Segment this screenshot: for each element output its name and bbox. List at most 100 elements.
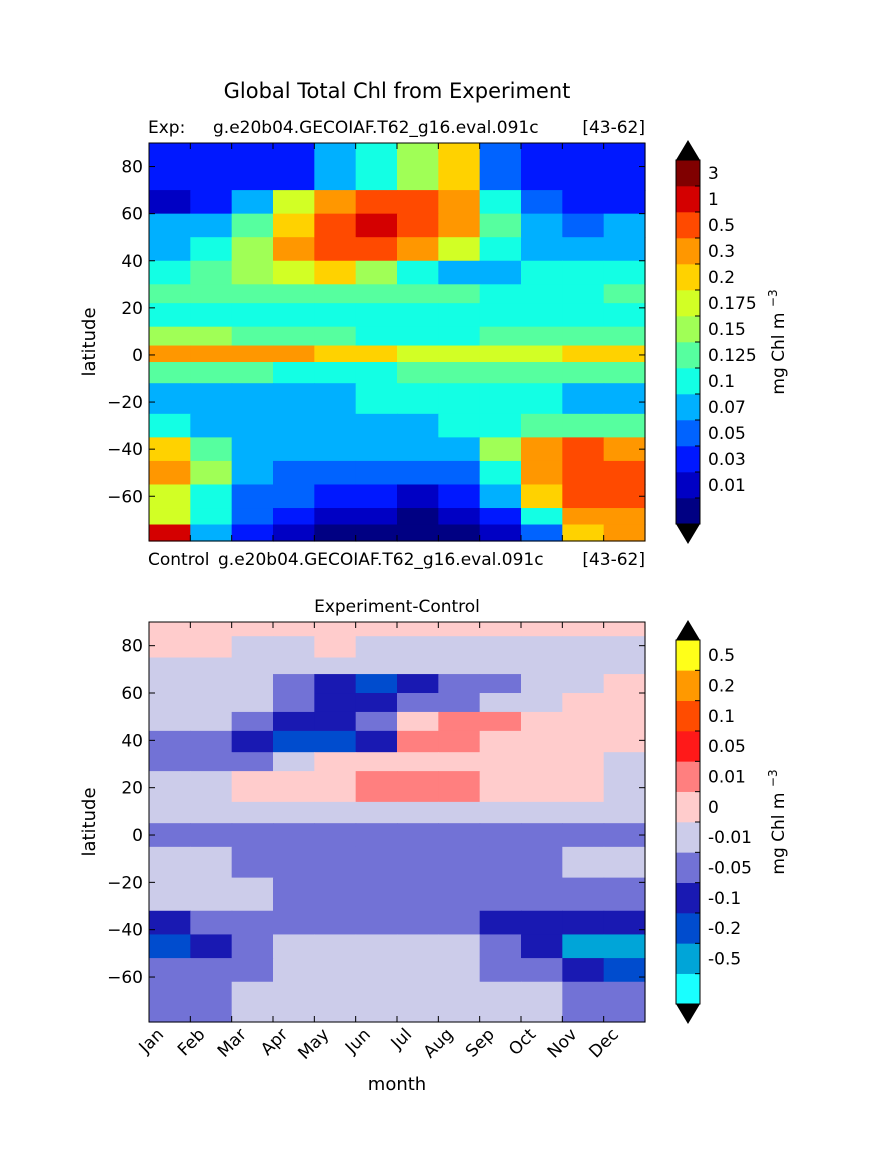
panel-1-cell-3-1 <box>190 237 233 262</box>
panel-2-cell-10-4 <box>314 823 357 848</box>
panel-2-cell-15-1 <box>190 958 233 983</box>
panel-2-cell-0-0 <box>149 622 191 637</box>
panel-2-cell-14-9 <box>521 934 563 959</box>
panel-2-cell-13-8 <box>479 910 522 936</box>
panel-1-cell-4-0 <box>149 260 191 285</box>
panel-1-colorbar-swatch <box>676 498 700 525</box>
panel-2-cell-4-0 <box>149 693 191 713</box>
panel-1-colorbar-label: 1 <box>708 190 719 210</box>
panel-2-xtick-label: Feb <box>174 1025 209 1060</box>
panel-1-cell-11-7 <box>438 413 481 438</box>
panel-2-colorbar-label: -0.5 <box>708 950 741 970</box>
panel-2-cell-6-3 <box>273 730 315 753</box>
panel-2-cell-9-4 <box>314 801 357 824</box>
panel-2-cell-3-2 <box>231 674 274 694</box>
panel-1-colorbar-swatch <box>676 238 700 265</box>
panel-1-cell-4-6 <box>397 260 439 285</box>
panel-1-cell-7-9 <box>521 326 563 347</box>
panel-1-cell-15-2 <box>231 508 274 526</box>
panel-2-cell-9-11 <box>603 801 646 824</box>
panel-1-cell-3-10 <box>562 237 605 262</box>
panel-2-cell-13-3 <box>273 910 315 936</box>
panel-2-cell-15-3 <box>273 958 315 983</box>
panel-2-cell-13-6 <box>397 910 439 936</box>
panel-1-cell-12-7 <box>438 437 481 462</box>
panel-1-cell-12-3 <box>273 437 315 462</box>
panel-1-ytick-label: 40 <box>121 252 143 272</box>
panel-2-cell-3-10 <box>562 674 605 694</box>
panel-2-cell-8-2 <box>231 771 274 803</box>
panel-1-cell-1-5 <box>355 190 398 215</box>
panel-2-cell-14-10 <box>562 934 605 959</box>
panel-1-cell-10-9 <box>521 383 563 415</box>
panel-1-colorbar-title: mg Chl m −3 <box>766 289 789 394</box>
panel-2-cell-1-2 <box>231 636 274 659</box>
panel-2-cell-1-1 <box>190 636 233 659</box>
panel-2-cell-11-8 <box>479 846 522 879</box>
panel-1-cell-6-0 <box>149 303 191 328</box>
panel-1-cell-8-11 <box>603 345 646 363</box>
panel-2-cell-8-1 <box>190 771 233 803</box>
panel-2-cell-2-4 <box>314 657 357 675</box>
panel-2-cell-4-6 <box>397 693 439 713</box>
panel-1-cell-8-5 <box>355 345 398 363</box>
control-case: g.e20b04.GECOIAF.T62_g16.eval.091c <box>218 550 544 570</box>
panel-2-xtick-label: Jan <box>135 1025 168 1058</box>
panel-2-cell-7-6 <box>397 752 439 772</box>
panel-1-cell-0-7 <box>438 143 481 191</box>
panel-2-colorbar-label: 0.1 <box>708 707 735 727</box>
exp-case: g.e20b04.GECOIAF.T62_g16.eval.091c <box>213 118 539 138</box>
panel-2-cell-16-5 <box>355 981 398 1023</box>
panel-1-colorbar-swatch <box>676 368 700 395</box>
panel-2-xtick-label: May <box>294 1025 333 1064</box>
panel-1-cell-8-7 <box>438 345 481 363</box>
panel-1-cell-6-4 <box>314 303 357 328</box>
panel-2-colorbar-label: -0.05 <box>708 859 752 879</box>
panel-2-colorbar-extend-top <box>676 620 700 640</box>
panel-1-cell-12-6 <box>397 437 439 462</box>
panel-1-cell-15-9 <box>521 508 563 526</box>
panel-1-cell-5-1 <box>190 284 233 304</box>
panel-2-cell-13-5 <box>355 910 398 936</box>
panel-1-cell-0-1 <box>190 143 233 191</box>
panel-1-cell-2-6 <box>397 213 439 238</box>
panel-2-cell-12-10 <box>562 877 605 912</box>
panel-1-cell-8-6 <box>397 345 439 363</box>
panel-2-cell-3-5 <box>355 674 398 694</box>
panel-1-cell-16-2 <box>231 524 274 542</box>
panel-1-cell-8-1 <box>190 345 233 363</box>
panel-1-ytick-label: 60 <box>121 205 143 225</box>
x-axis-label: month <box>368 1074 426 1095</box>
exp-label: Exp: <box>148 118 185 138</box>
panel-1-cell-3-5 <box>355 237 398 262</box>
panel-2-cell-2-5 <box>355 657 398 675</box>
panel-2-colorbar-swatch <box>676 822 700 853</box>
panel-2-cell-5-3 <box>273 711 315 732</box>
panel-2-cell-7-0 <box>149 752 191 772</box>
panel-1-colorbar-label: 0.125 <box>708 346 757 366</box>
panel-1-cell-1-2 <box>231 190 274 215</box>
panel-1-cell-13-6 <box>397 460 439 486</box>
panel-1-colorbar-label: 0.07 <box>708 398 746 418</box>
panel-1-cell-4-5 <box>355 260 398 285</box>
panel-1-cell-7-6 <box>397 326 439 347</box>
panel-1-cell-16-6 <box>397 524 439 542</box>
panel-2-cell-5-2 <box>231 711 274 732</box>
panel-1-cell-10-0 <box>149 383 191 415</box>
panel-2-cell-12-1 <box>190 877 233 912</box>
panel-1-cell-10-3 <box>273 383 315 415</box>
panel-1-cell-13-8 <box>479 460 522 486</box>
panel-2-cell-4-1 <box>190 693 233 713</box>
panel-2-cell-4-11 <box>603 693 646 713</box>
panel-1-cell-15-6 <box>397 508 439 526</box>
panel-2-cell-7-9 <box>521 752 563 772</box>
panel-1-cell-2-4 <box>314 213 357 238</box>
panel-2-cell-16-7 <box>438 981 481 1023</box>
panel-2-xtick-label: Dec <box>585 1025 622 1062</box>
panel-2-colorbar-swatch <box>676 943 700 974</box>
panel-1-cell-8-0 <box>149 345 191 363</box>
panel-2-cell-8-10 <box>562 771 605 803</box>
panel-1-cell-13-1 <box>190 460 233 486</box>
panel-2-cell-14-1 <box>190 934 233 959</box>
panel-1-cell-5-3 <box>273 284 315 304</box>
